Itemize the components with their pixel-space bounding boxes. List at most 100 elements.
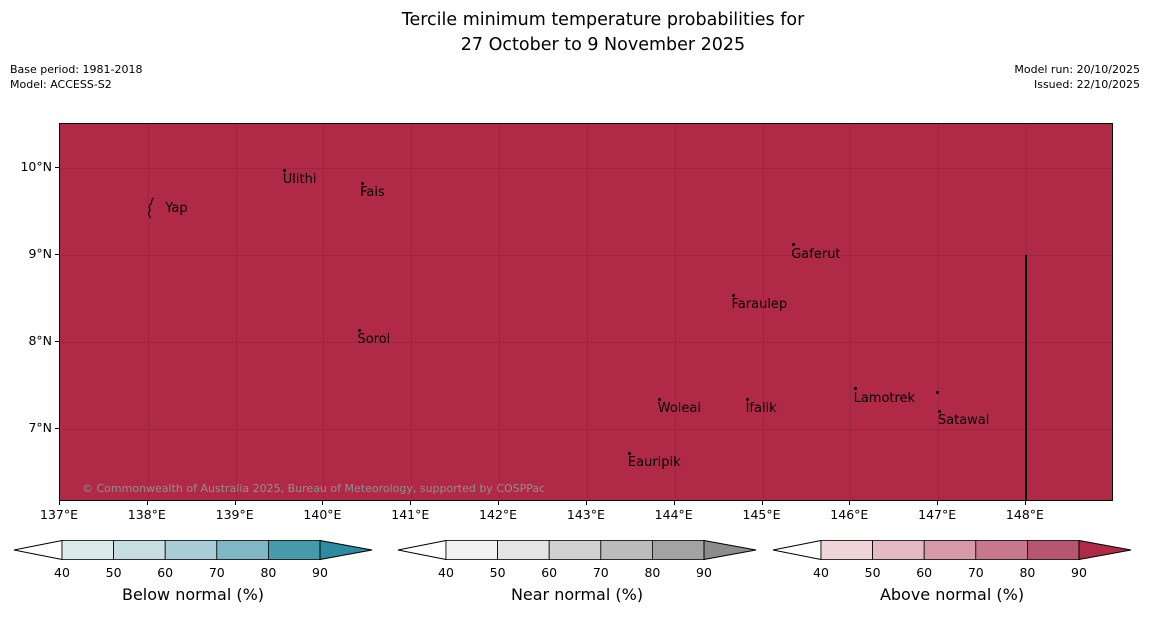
lon-tick-label: 138°E [127,507,166,522]
lat-tick-mark [55,166,59,168]
lat-tick-label: 10°N [20,158,52,174]
lon-tick-mark [761,501,763,505]
map-gridline-lat [60,341,1112,343]
colorbar-below-normal: Below normal (%) 40 50 60 70 80 90 [12,538,374,638]
lon-tick-mark [146,501,148,505]
island-label: Yap [165,200,188,216]
lon-tick-mark [410,501,412,505]
base-period-text: Base period: 1981-2018 [10,63,143,76]
lon-tick-label: 146°E [830,507,869,522]
model-run-text: Model run: 20/10/2025 [1014,63,1140,76]
lon-tick-mark [1024,501,1026,505]
island-label: Eauripik [627,455,681,470]
map-gridline-lon [235,124,237,500]
colorbar-tick-label: 50 [105,565,122,580]
map-gridline-lon [586,124,588,500]
colorbar-above-normal: Above normal (%) 40 50 60 70 80 90 [771,538,1133,638]
map-gridline-lon [674,124,676,500]
lat-tick-label: 8°N [28,332,52,348]
island-label: Gaferut [791,246,841,262]
island-label: Fais [360,185,385,201]
colorbar-tick-label: 90 [696,565,712,580]
lon-tick-label: 142°E [479,507,518,522]
meta-left: Base period: 1981-2018 Model: ACCESS-S2 [10,63,142,93]
lat-tick-label: 9°N [28,245,52,261]
lon-tick-label: 140°E [303,507,342,522]
map-area: © Commonwealth of Australia 2025, Bureau… [59,123,1113,501]
lon-tick-mark [59,501,60,505]
lon-tick-label: 143°E [566,507,605,522]
colorbar-label: Below normal (%) [121,585,265,604]
island-marker-dot [791,243,795,247]
lon-tick-mark [498,501,500,505]
map-gridline-lat [60,254,1112,256]
island-label: Lamotrek [853,390,916,406]
colorbar-svg [772,539,1132,561]
map-gridline-lon [411,124,413,500]
colorbar-label: Near normal (%) [510,585,644,604]
map-gridline-lon [762,124,764,500]
island-marker-dot [360,181,364,185]
colorbar-tick-label: 80 [260,565,277,580]
issued-text: Issued: 22/10/2025 [1033,77,1140,91]
lat-tick-mark [55,253,59,255]
copyright: © Commonwealth of Australia 2025, Bureau… [82,482,546,495]
colorbar-tick-label: 70 [967,565,984,580]
island-label: Ulithi [282,172,317,188]
map-gridline-lat [60,167,1112,169]
colorbar-tick-label: 40 [438,565,454,580]
island-label: Satawal [937,413,990,429]
colorbar-tick-label: 60 [157,565,174,580]
lon-tick-mark [322,501,324,505]
map-gridline-lat [60,428,1112,430]
lon-tick-mark [849,501,851,505]
meta-right: Model run: 20/10/2025 Issued: 22/10/2025 [1014,63,1140,93]
lon-tick-label: 137°E [39,507,79,522]
colorbar-tick-label: 40 [54,565,70,580]
colorbar-tick-label: 70 [592,565,609,580]
model-text: Model: ACCESS-S2 [10,77,112,91]
colorbar-tick-label: 80 [644,565,661,580]
lon-tick-mark [937,501,939,505]
colorbar-tick-label: 90 [1071,565,1087,580]
lat-tick-label: 7°N [28,419,52,435]
island-marker-dot [935,390,939,394]
map-gridline-lon [850,124,852,500]
island-label: Ifalik [745,401,777,417]
colorbar-tick-label: 90 [312,565,328,580]
lon-tick-label: 139°E [215,507,254,522]
map-gridline-lon [938,124,940,500]
island-marker-dot [628,451,632,455]
lon-tick-mark [234,501,236,505]
lon-tick-mark [673,501,675,505]
colorbar-tick-label: 40 [813,565,829,580]
lon-tick-label: 141°E [391,507,430,522]
island-marker-dot [938,409,942,413]
island-marker-dot [658,397,662,401]
colorbar-tick-label: 70 [208,565,225,580]
island-marker-dot [732,293,736,297]
colorbar-label: Above normal (%) [879,585,1025,604]
figure-title: Tercile minimum temperature probabilitie… [402,8,805,59]
colorbar-tick-label: 50 [864,565,881,580]
island-label: Sorol [357,332,391,348]
island-label: Woleai [657,401,701,417]
colorbar-tick-label: 80 [1019,565,1036,580]
title-line-1: Tercile minimum temperature probabilitie… [401,10,805,30]
boundary-line [1025,254,1027,500]
colorbar-svg [397,539,757,561]
colorbar-tick-label: 60 [916,565,933,580]
map-gridline-lon [499,124,501,500]
colorbar-near-normal: Near normal (%) 40 50 60 70 80 90 [396,538,758,638]
lon-tick-label: 145°E [742,507,781,522]
yap-island-icon [148,197,155,218]
lon-tick-mark [585,501,587,505]
lon-tick-label: 144°E [654,507,693,522]
island-marker-dot [746,397,750,401]
island-marker-dot [357,328,361,332]
lon-tick-label: 148°E [1005,507,1044,522]
island-label: Faraulep [731,297,788,313]
title-line-2: 27 October to 9 November 2025 [460,35,746,56]
colorbar-tick-label: 60 [541,565,558,580]
